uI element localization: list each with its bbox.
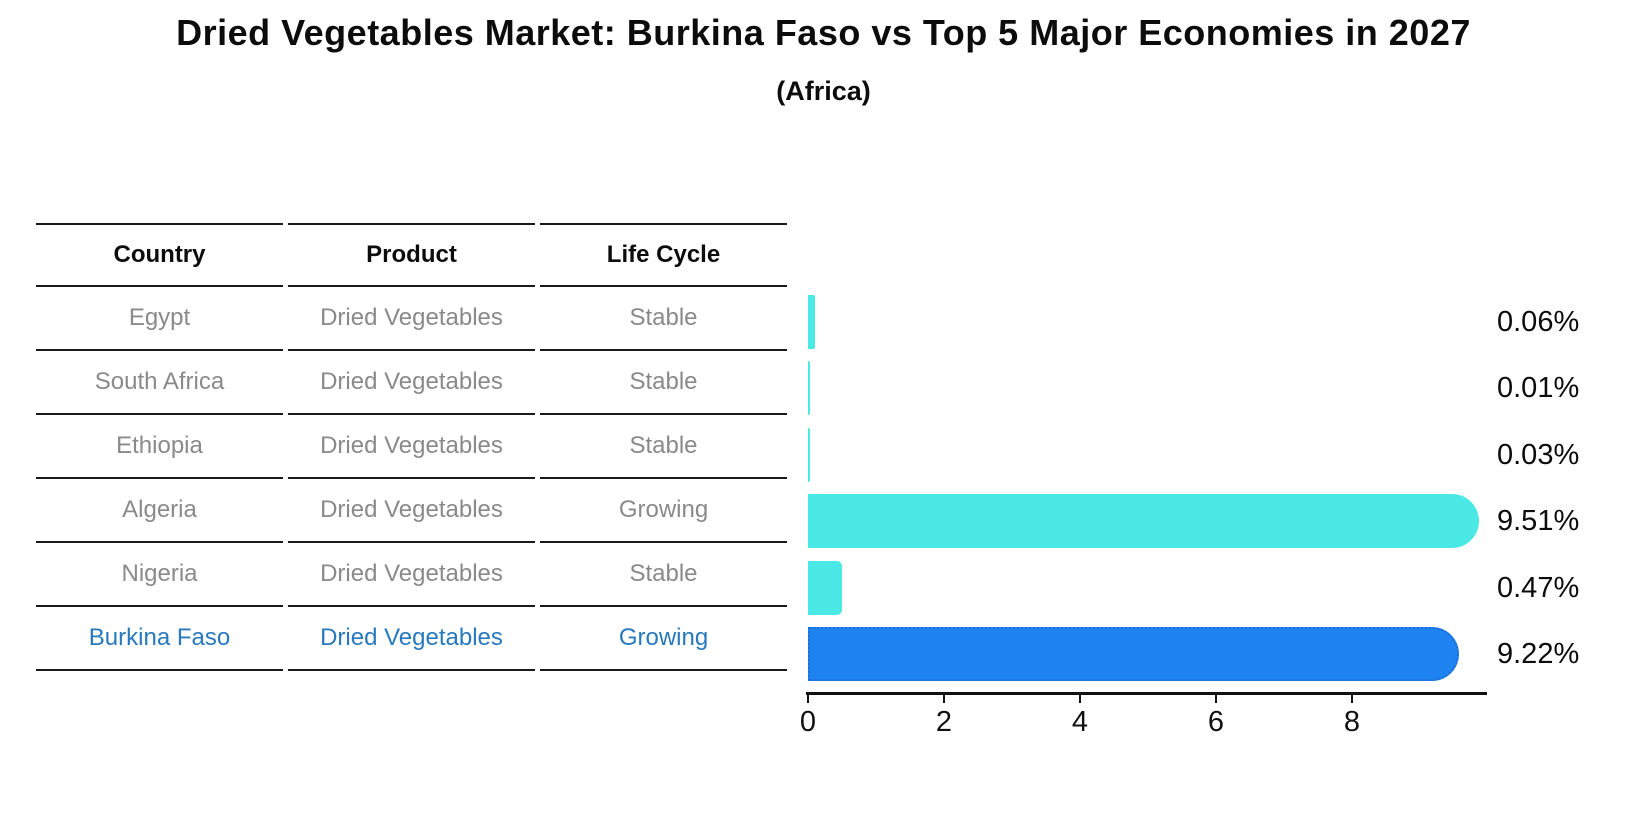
x-axis-line (806, 692, 1487, 695)
cell-life-cycle: Stable (540, 351, 787, 415)
table-row: Algeria Dried Vegetables Growing (36, 479, 787, 543)
column-header-product: Product (288, 223, 535, 287)
x-axis-tick-label: 0 (799, 706, 817, 738)
table-header-row: Country Product Life Cycle (36, 223, 787, 287)
cell-product: Dried Vegetables (288, 415, 535, 479)
column-header-life-cycle: Life Cycle (540, 223, 787, 287)
table-row: Egypt Dried Vegetables Stable (36, 287, 787, 351)
table-row-highlight-burkina-faso: Burkina Faso Dried Vegetables Growing (36, 607, 787, 671)
cell-product: Dried Vegetables (288, 543, 535, 607)
x-axis-tick (1351, 694, 1353, 703)
bar-nigeria (808, 560, 842, 615)
chart-subtitle: (Africa) (776, 76, 871, 106)
x-axis-tick-label: 8 (1343, 706, 1361, 738)
bar-value-label: 9.51% (1497, 505, 1580, 538)
bar-value-label: 0.47% (1497, 571, 1580, 604)
x-axis-tick (1215, 694, 1217, 703)
bar-value-label: 0.06% (1497, 306, 1580, 338)
bar-ethiopia (808, 427, 811, 482)
cell-country: Ethiopia (36, 415, 283, 479)
cell-life-cycle: Growing (540, 479, 787, 543)
cell-life-cycle: Stable (540, 287, 787, 351)
cell-life-cycle: Stable (540, 415, 787, 479)
x-axis-tick (943, 694, 945, 703)
x-axis-tick-label: 6 (1207, 706, 1225, 738)
table-row: Nigeria Dried Vegetables Stable (36, 543, 787, 607)
cell-product: Dried Vegetables (288, 479, 535, 543)
country-info-table: Country Product Life Cycle Egypt Dried V… (31, 223, 792, 671)
cell-country: Nigeria (36, 543, 283, 607)
cell-country: Algeria (36, 479, 283, 543)
cell-life-cycle: Growing (540, 607, 787, 671)
cell-country: Burkina Faso (36, 607, 283, 671)
chart-title: Dried Vegetables Market: Burkina Faso vs… (176, 12, 1471, 53)
cell-country: South Africa (36, 351, 283, 415)
cell-life-cycle: Stable (540, 543, 787, 607)
cell-product: Dried Vegetables (288, 351, 535, 415)
bar-value-label: 0.01% (1497, 372, 1580, 405)
cell-product: Dried Vegetables (288, 607, 535, 671)
bar-south-africa (808, 361, 810, 416)
bar-egypt (808, 295, 816, 349)
bar-value-label: 0.03% (1497, 438, 1580, 471)
x-axis-tick-label: 2 (935, 706, 953, 738)
bar-burkina-faso (808, 627, 1459, 681)
bar-value-label: 9.22% (1497, 638, 1580, 670)
x-axis-tick (1079, 694, 1081, 703)
cell-country: Egypt (36, 287, 283, 351)
bar-algeria (808, 494, 1479, 549)
table-row: South Africa Dried Vegetables Stable (36, 351, 787, 415)
column-header-country: Country (36, 223, 283, 287)
table-row: Ethiopia Dried Vegetables Stable (36, 415, 787, 479)
cell-product: Dried Vegetables (288, 287, 535, 351)
x-axis-tick-label: 4 (1071, 706, 1089, 738)
x-axis-tick (807, 694, 809, 703)
